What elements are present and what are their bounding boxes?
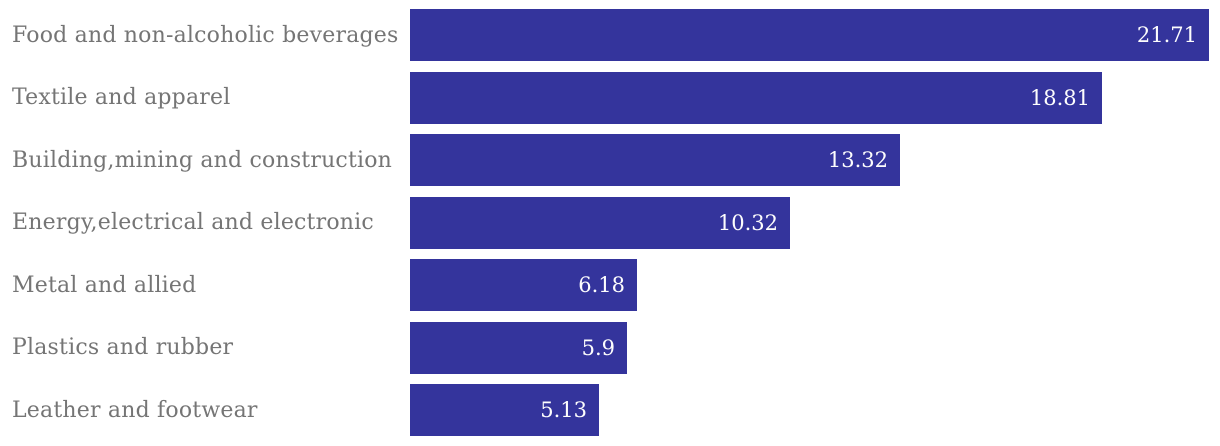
chart-row: Leather and footwear 5.13 <box>0 384 1220 436</box>
chart-row: Textile and apparel 18.81 <box>0 71 1220 124</box>
bar-area: 13.32 <box>410 134 1220 186</box>
chart-row: Plastics and rubber 5.9 <box>0 321 1220 374</box>
bar: 13.32 <box>410 134 900 186</box>
bar-area: 6.18 <box>410 259 1220 311</box>
category-label: Energy,electrical and electronic <box>12 210 374 235</box>
category-label: Building,mining and construction <box>12 147 393 173</box>
bar-area: 5.13 <box>410 384 1220 436</box>
bar: 10.32 <box>410 196 790 249</box>
bar-area: 18.81 <box>410 71 1220 124</box>
chart-row: Energy,electrical and electronic 10.32 <box>0 196 1220 249</box>
value-label: 5.13 <box>540 398 587 422</box>
bar-area: 5.9 <box>410 321 1220 374</box>
value-label: 10.32 <box>717 210 778 235</box>
category-label: Plastics and rubber <box>12 335 234 360</box>
category-label: Leather and footwear <box>12 397 258 423</box>
chart-row: Food and non-alcoholic beverages 21.71 <box>0 9 1220 61</box>
category-label: Metal and allied <box>12 272 197 298</box>
bar: 6.18 <box>410 259 637 311</box>
value-label: 5.9 <box>581 335 615 360</box>
bar: 21.71 <box>410 9 1209 61</box>
value-label: 13.32 <box>827 148 888 172</box>
category-label: Textile and apparel <box>12 85 231 110</box>
bar: 5.9 <box>410 321 627 374</box>
chart-row: Metal and allied 6.18 <box>0 259 1220 311</box>
bar: 5.13 <box>410 384 599 436</box>
value-label: 6.18 <box>578 273 625 297</box>
bar: 18.81 <box>410 71 1102 124</box>
bar-area: 10.32 <box>410 196 1220 249</box>
value-label: 21.71 <box>1136 23 1197 47</box>
category-label: Food and non-alcoholic beverages <box>12 22 399 48</box>
chart-row: Building,mining and construction 13.32 <box>0 134 1220 186</box>
value-label: 18.81 <box>1029 85 1090 110</box>
bar-area: 21.71 <box>410 9 1220 61</box>
